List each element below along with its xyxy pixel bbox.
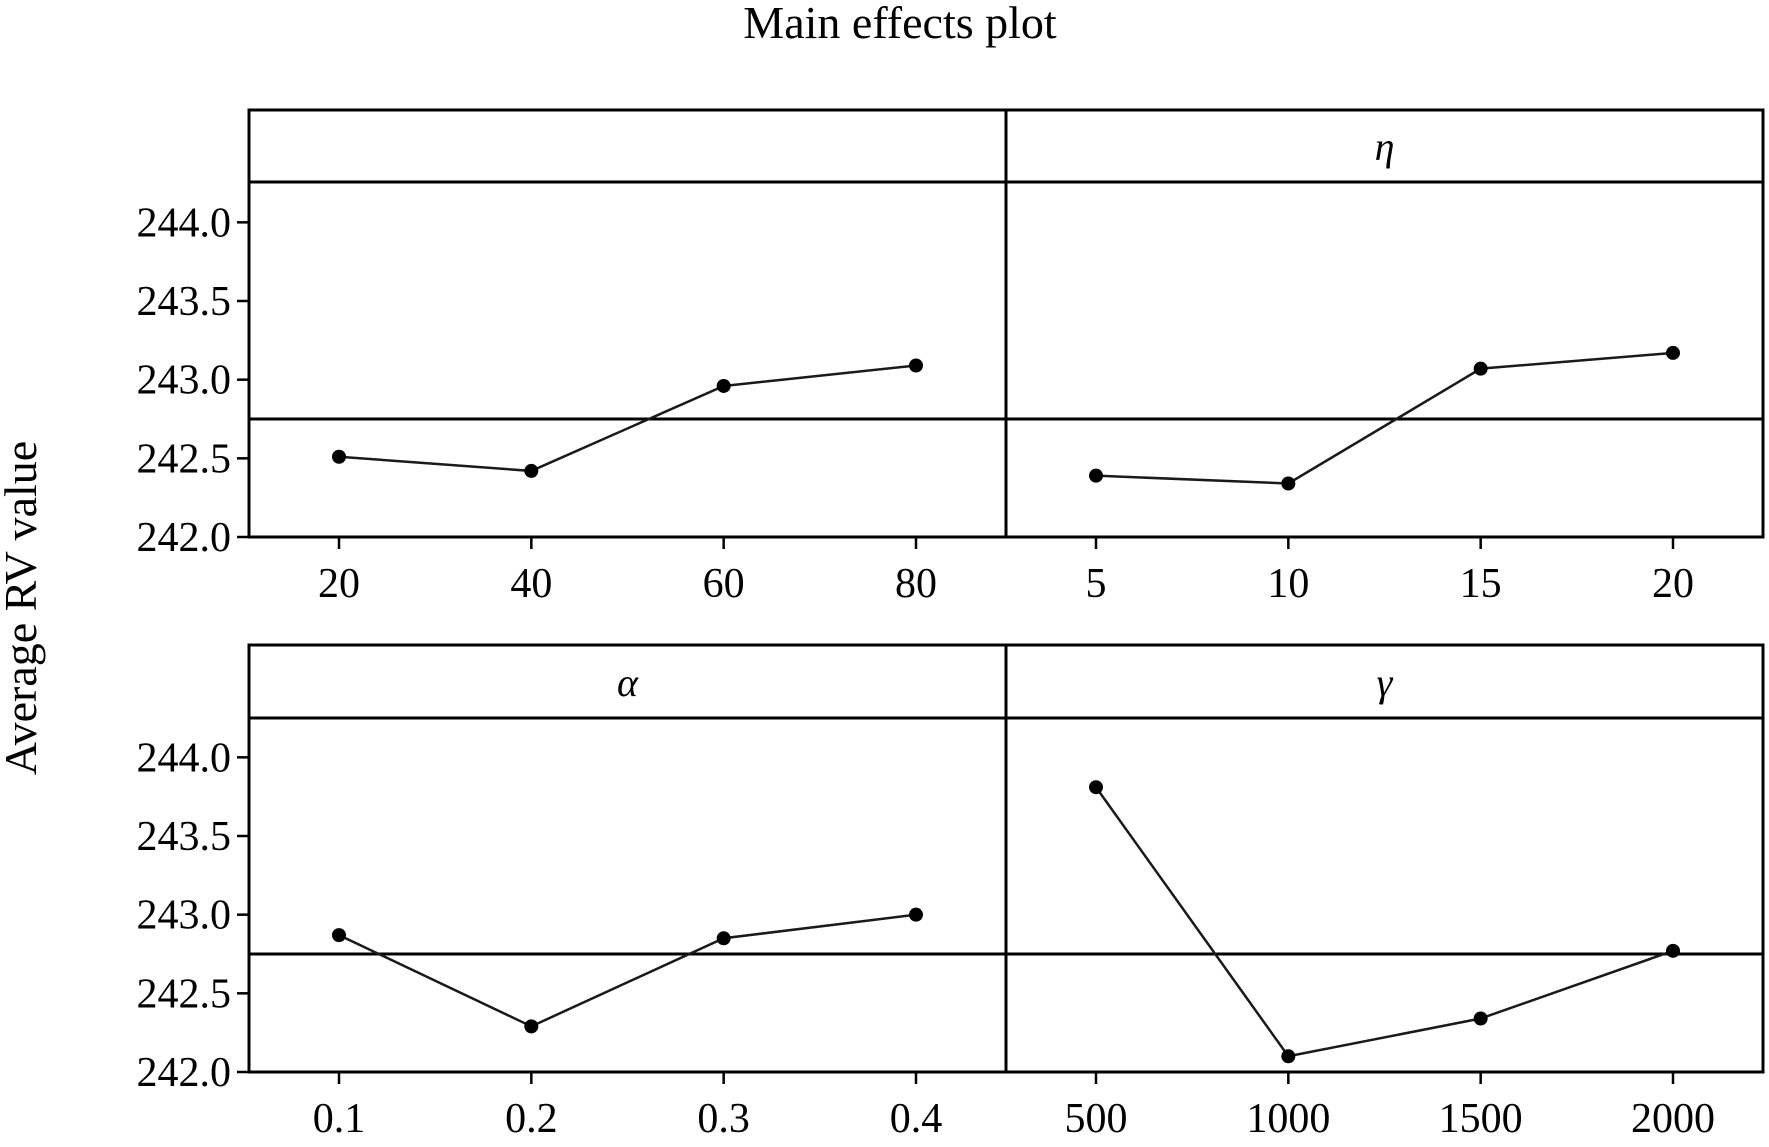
x-tick-label: 20 xyxy=(318,561,360,607)
data-point xyxy=(1089,468,1103,483)
panel-label: η xyxy=(1375,124,1395,169)
x-tick-label: 60 xyxy=(703,561,745,607)
x-tick-label: 0.4 xyxy=(890,1096,943,1142)
x-tick-label: 5 xyxy=(1086,561,1107,607)
data-point xyxy=(1281,1049,1296,1064)
data-point xyxy=(1281,476,1296,491)
x-tick-label: 1000 xyxy=(1246,1096,1330,1142)
y-tick-label: 243.0 xyxy=(137,893,232,939)
chart-title: Main effects plot xyxy=(743,0,1057,48)
data-point xyxy=(332,928,346,943)
data-point xyxy=(1473,1011,1488,1026)
data-point xyxy=(716,378,731,393)
y-axis-label: Average RV value xyxy=(0,441,46,775)
x-tick-label: 10 xyxy=(1267,561,1309,607)
panel-frame xyxy=(1004,643,1765,1074)
x-tick-label: 0.1 xyxy=(313,1096,366,1142)
y-tick-label: 242.5 xyxy=(137,971,232,1017)
panel-label: γ xyxy=(1377,660,1394,705)
y-tick-label: 243.0 xyxy=(137,358,232,404)
data-point xyxy=(716,931,731,946)
y-tick-label: 242.5 xyxy=(137,436,232,482)
effect-line xyxy=(338,364,917,473)
x-tick-label: 500 xyxy=(1065,1096,1128,1142)
data-point xyxy=(524,463,539,478)
y-tick-label: 242.0 xyxy=(137,515,232,561)
effect-panel-2: η 5 10 15 20 xyxy=(1004,108,1765,607)
data-point xyxy=(909,907,923,922)
panel-frame xyxy=(1004,108,1765,539)
data-point xyxy=(1089,780,1103,795)
effect-panel-1: 242.0 242.5 243.0 243.5 244.0 20 40 60 80 xyxy=(137,108,1008,607)
data-point xyxy=(524,1019,539,1034)
y-tick-label: 243.5 xyxy=(137,814,232,860)
effect-panel-4: γ 500 1000 1500 2000 xyxy=(1004,643,1765,1142)
panel-frame xyxy=(247,643,1008,1074)
data-point xyxy=(1473,361,1488,376)
effect-line xyxy=(1095,351,1674,485)
data-point xyxy=(909,358,923,373)
effect-panel-3: α 242.0 242.5 243.0 243.5 244.0 0.1 0.2 0.3 0.4 xyxy=(137,643,1008,1142)
data-point xyxy=(332,449,346,464)
x-tick-label: 1500 xyxy=(1439,1096,1523,1142)
effect-line xyxy=(1094,786,1674,1058)
effect-line xyxy=(338,913,917,1028)
x-tick-label: 0.2 xyxy=(505,1096,558,1142)
data-point xyxy=(1666,345,1680,360)
x-tick-label: 20 xyxy=(1652,561,1694,607)
panel-frame xyxy=(247,108,1008,539)
y-tick-label: 244.0 xyxy=(137,200,232,246)
x-tick-label: 2000 xyxy=(1631,1096,1715,1142)
plot-area: 242.0 242.5 243.0 243.5 244.0 20 40 60 80 η 5 10 15 2… xyxy=(137,108,1765,1142)
x-tick-label: 0.3 xyxy=(697,1096,750,1142)
x-tick-label: 40 xyxy=(510,561,552,607)
y-tick-label: 243.5 xyxy=(137,279,232,325)
x-tick-label: 15 xyxy=(1460,561,1502,607)
y-tick-label: 242.0 xyxy=(137,1050,232,1096)
panel-label: α xyxy=(617,660,639,705)
data-point xyxy=(1666,943,1680,958)
y-tick-label: 244.0 xyxy=(137,735,232,781)
x-tick-label: 80 xyxy=(895,561,937,607)
